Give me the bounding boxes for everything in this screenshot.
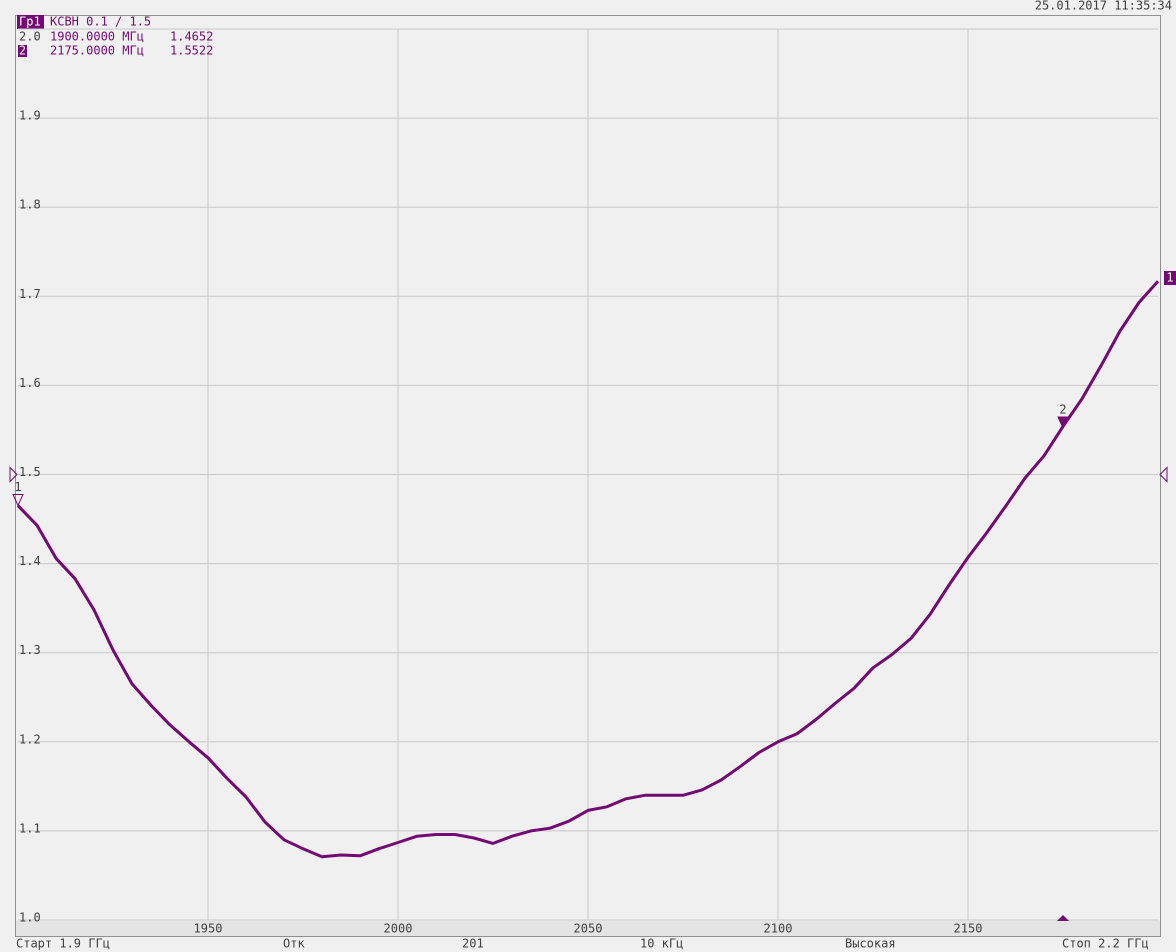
trace (16, 280, 1160, 859)
marker (12, 494, 24, 507)
marker-badge (18, 45, 27, 57)
readout-name: 2 (19, 44, 26, 58)
trace-end-label: 1 (1166, 271, 1173, 285)
ref-level-left (9, 466, 18, 483)
x-label-row (16, 921, 1160, 936)
active-marker-pointer (1057, 915, 1069, 921)
y-tick-label: 1.5 (19, 465, 41, 479)
y-tick-label: 2.0 (19, 30, 41, 44)
status-item: Высокая (845, 937, 896, 951)
x-tick-label: 2150 (954, 922, 983, 936)
x-tick-label: 2050 (574, 922, 603, 936)
y-tick-label: 1.7 (19, 287, 41, 301)
trace-end-badge (1164, 271, 1176, 285)
y-tick-label: 1.0 (19, 911, 41, 925)
trace-badge (17, 15, 44, 29)
x-tick-label: 2000 (384, 922, 413, 936)
y-tick-label: 1.6 (19, 376, 41, 390)
x-tick-label: 2100 (764, 922, 793, 936)
format-label: КСВН 0.1 / 1.5 (50, 15, 151, 29)
readout-value: 1.5522 (170, 44, 213, 58)
readout-x: 1900.0000 МГц (50, 30, 144, 44)
y-tick-label: 1.2 (19, 732, 41, 746)
x-tick-label: 1950 (194, 922, 223, 936)
marker-name: 1 (14, 480, 21, 494)
status-item: Старт 1.9 ГГц (16, 937, 110, 951)
y-tick-label: 1.9 (19, 109, 41, 123)
ref-level-right (1159, 466, 1168, 483)
status-item: Отк (283, 937, 305, 951)
status-item: 10 кГц (640, 937, 683, 951)
marker-name: 2 (1059, 402, 1066, 416)
readout-value: 1.4652 (170, 30, 213, 44)
status-item: 201 (462, 937, 484, 951)
y-tick-label: 1.3 (19, 643, 41, 657)
y-tick-label: 1.1 (19, 821, 41, 835)
trace-name: Гр1 (19, 15, 41, 29)
status-item: Стоп 2.2 ГГц (1062, 937, 1149, 951)
y-tick-label: 1.8 (19, 198, 41, 212)
timestamp: 25.01.2017 11:35:34 (1035, 0, 1172, 13)
y-tick-label: 1.4 (19, 554, 41, 568)
readout-x: 2175.0000 МГц (50, 44, 144, 58)
marker (1057, 416, 1069, 430)
